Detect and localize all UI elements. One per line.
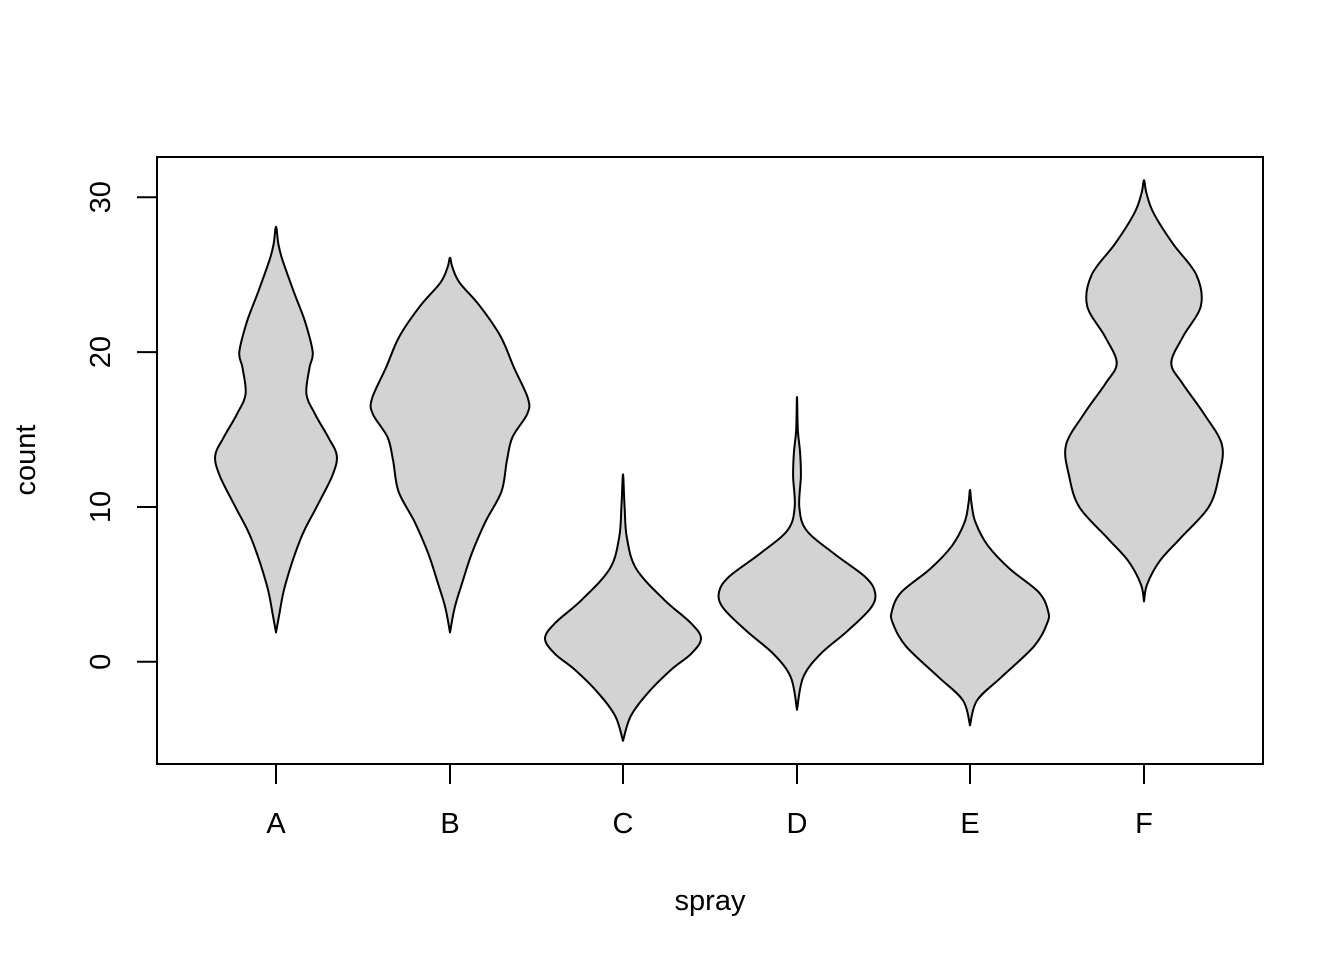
violin-a <box>214 225 338 634</box>
x-axis-label: spray <box>675 885 746 917</box>
violin-e <box>889 488 1051 727</box>
y-axis-label: count <box>10 425 42 496</box>
plot-frame <box>156 156 1264 765</box>
x-tick-label: E <box>960 808 979 840</box>
y-tick-label: 20 <box>85 336 117 368</box>
x-tick-label: A <box>266 808 286 840</box>
y-tick-label: 0 <box>85 654 117 670</box>
x-tick-label: B <box>440 808 459 840</box>
x-tick-label: F <box>1135 808 1153 840</box>
violin-b <box>369 256 531 634</box>
y-tick-label: 10 <box>85 491 117 523</box>
violin-f <box>1064 179 1224 603</box>
x-tick-label: D <box>787 808 808 840</box>
y-tick-label: 30 <box>85 181 117 213</box>
violin-d <box>717 396 877 711</box>
x-tick-label: C <box>613 808 634 840</box>
y-axis: 0 10 20 30 <box>85 181 157 670</box>
violin-c <box>544 473 702 742</box>
violins-group <box>214 179 1224 742</box>
x-axis: A B C D E F <box>266 764 1153 840</box>
